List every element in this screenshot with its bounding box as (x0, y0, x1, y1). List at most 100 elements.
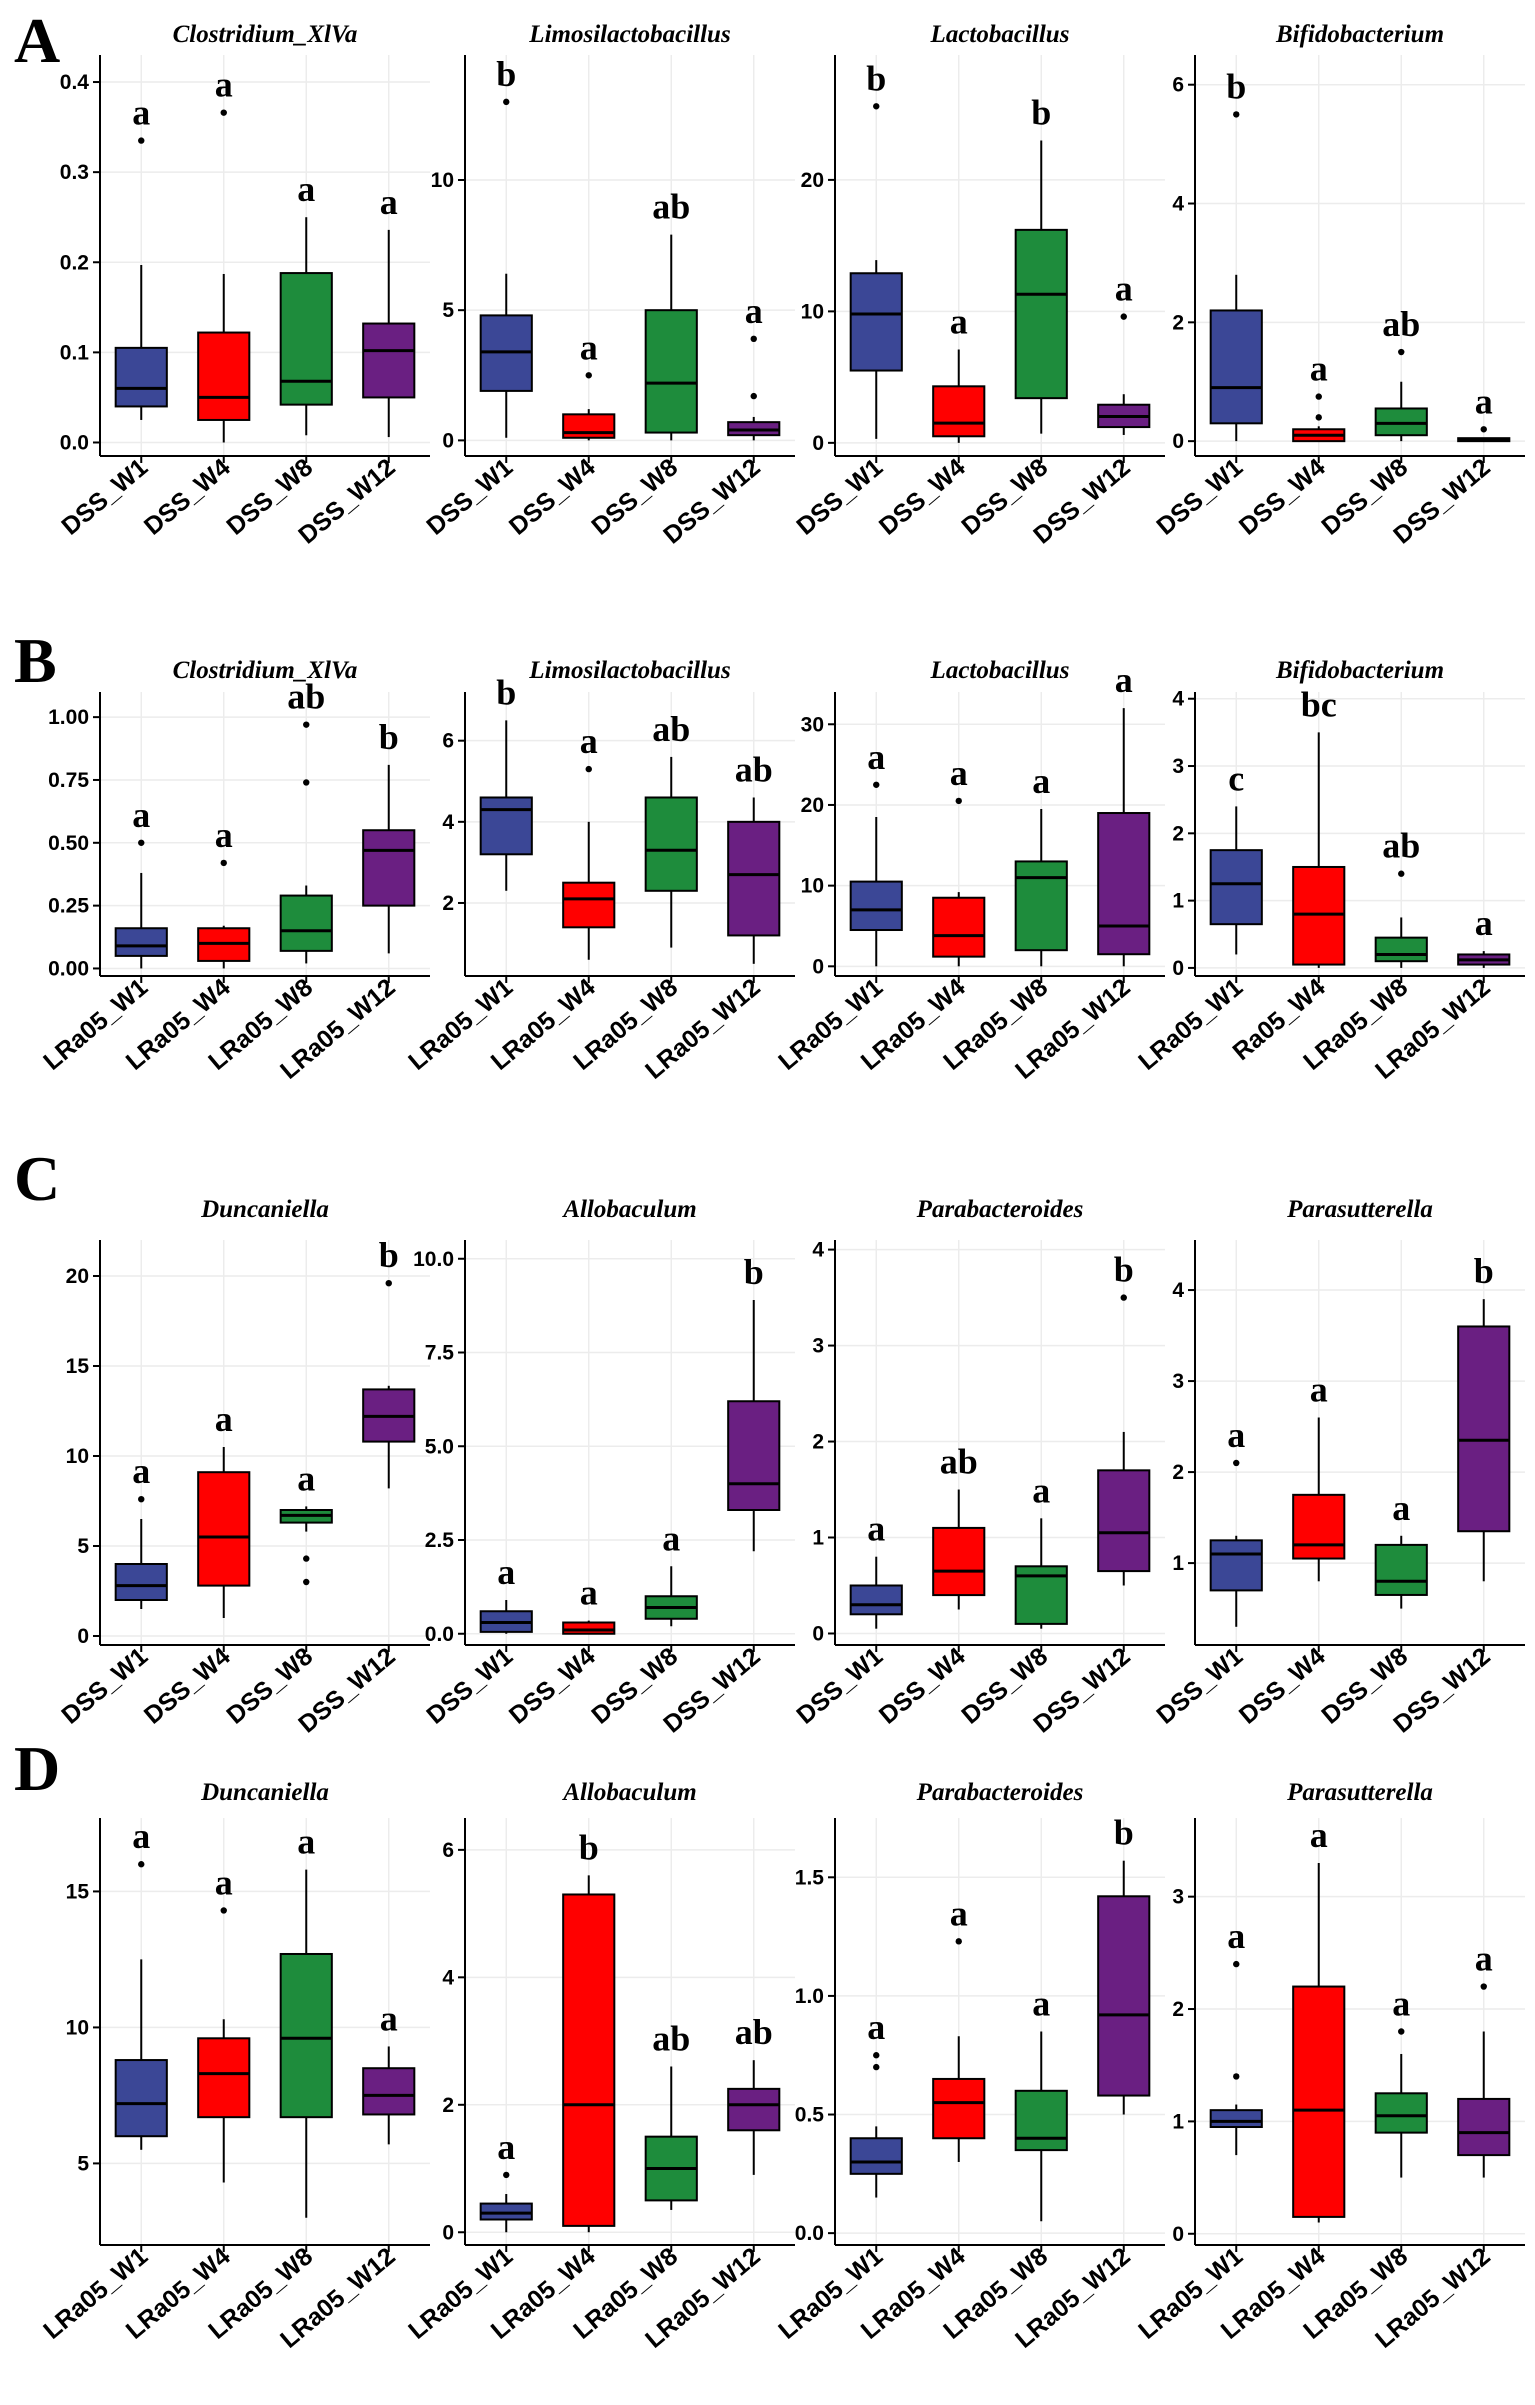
significance-label: b (744, 1252, 764, 1292)
box-body (1014, 228, 1068, 400)
outlier-point (955, 1938, 962, 1945)
box-lra05-w1: a (1209, 1916, 1263, 2156)
x-category-label: DSS_W4 (504, 1642, 601, 1730)
outlier-point (585, 372, 592, 379)
box-body (1457, 1325, 1511, 1533)
box-dss-w8: b (1014, 92, 1068, 434)
chart-title: Allobaculum (561, 1196, 696, 1223)
y-tick-label: 0 (77, 1625, 89, 1648)
y-tick-label: 1 (1172, 1552, 1184, 1575)
box-dss-w4: ab (932, 1442, 986, 1610)
significance-label: b (1114, 1250, 1134, 1290)
y-tick-label: 10 (66, 2016, 89, 2039)
outlier-point (220, 859, 227, 867)
significance-label: a (132, 93, 150, 133)
x-category-label: DSS_W4 (1234, 453, 1331, 541)
box-body (1374, 2092, 1428, 2134)
box-lra05-w1: b (479, 672, 533, 891)
significance-label: a (1475, 903, 1493, 943)
y-tick-label: 0 (812, 1622, 824, 1645)
x-category-label: DSS_W1 (421, 1642, 518, 1730)
box-body (362, 829, 416, 907)
y-tick-label: 2 (812, 1431, 824, 1454)
significance-label: a (132, 1451, 150, 1491)
box-body (1097, 1469, 1151, 1573)
box-dss-w8: ab (1374, 304, 1428, 442)
y-tick-label: 10 (801, 875, 824, 898)
y-tick-label: 6 (442, 730, 454, 753)
outlier-point (303, 779, 310, 786)
outlier-point (1233, 111, 1240, 118)
outlier-point (1120, 1294, 1127, 1301)
box-body (727, 820, 781, 937)
significance-label: ab (287, 677, 325, 717)
y-tick-label: 0.4 (60, 71, 90, 94)
box-body (1457, 2097, 1511, 2157)
outlier-point (1398, 348, 1405, 356)
box-dss-w12: b (1457, 1251, 1511, 1582)
significance-label: a (297, 169, 315, 209)
significance-label: a (1392, 1984, 1410, 2024)
outlier-point (873, 103, 880, 110)
y-tick-label: 7.5 (425, 1342, 455, 1365)
chart-title: Parasutterella (1286, 1779, 1433, 1806)
y-tick-label: 4 (1172, 193, 1184, 216)
x-category-label: DSS_W4 (139, 1642, 236, 1730)
box-dss-w8: ab (644, 187, 698, 441)
significance-label: a (1392, 1488, 1410, 1528)
box-lra05-w1: c (1209, 758, 1263, 955)
x-category-label: DSS_W1 (421, 453, 518, 541)
significance-label: c (1228, 758, 1244, 798)
significance-label: ab (940, 1442, 978, 1482)
box-lra05-w4: a (932, 1893, 986, 2162)
outlier-point (1398, 2028, 1405, 2035)
y-tick-label: 0 (442, 429, 454, 452)
box-body (1292, 1493, 1346, 1560)
box-lra05-w12: ab (727, 749, 781, 964)
x-category-label: LRa05_W1 (1133, 973, 1248, 1076)
box-dss-w1: a (114, 1451, 168, 1609)
box-dss-w4: a (932, 302, 986, 443)
significance-label: a (950, 753, 968, 793)
y-tick-label: 6 (442, 1839, 454, 1862)
box-lra05-w12: a (1457, 1939, 1511, 2178)
box-body (362, 322, 416, 399)
significance-label: a (580, 1573, 598, 1613)
x-category-label: DSS_W4 (504, 453, 601, 541)
outlier-point (503, 98, 510, 106)
y-tick-label: 0.2 (60, 251, 89, 274)
significance-label: a (662, 1518, 680, 1558)
x-category-label: DSS_W1 (1151, 1642, 1248, 1730)
box-dss-w4: a (562, 1573, 616, 1635)
box-body (1209, 309, 1263, 425)
significance-label: a (1032, 761, 1050, 801)
chart-c-3: 01234ParabacteroidesaDSS_W1abDSS_W4aDSS_… (791, 1196, 1165, 1739)
outlier-point (1315, 393, 1322, 400)
box-body (849, 2137, 903, 2175)
y-tick-label: 0 (812, 432, 824, 455)
box-body (932, 896, 986, 958)
box-body (1209, 2109, 1263, 2129)
significance-label: a (580, 721, 598, 761)
box-dss-w1: a (849, 1509, 903, 1629)
significance-label: a (867, 737, 885, 777)
outlier-point (1233, 1459, 1240, 1467)
box-lra05-w12: ab (727, 2012, 781, 2175)
box-body (1097, 1895, 1151, 2097)
significance-label: a (745, 291, 763, 331)
significance-label: a (380, 1998, 398, 2038)
significance-label: ab (652, 187, 690, 227)
y-tick-label: 3 (1172, 1886, 1184, 1909)
box-body (932, 385, 986, 438)
chart-title: Lactobacillus (930, 21, 1070, 48)
y-tick-label: 2 (1172, 1998, 1184, 2021)
x-category-label: DSS_W4 (874, 453, 971, 541)
y-tick-label: 4 (1172, 688, 1184, 711)
box-dss-w1: a (479, 1552, 533, 1634)
significance-label: a (1227, 1916, 1245, 1956)
significance-label: a (1115, 269, 1133, 309)
significance-label: ab (1382, 826, 1420, 866)
y-tick-label: 0.3 (60, 161, 89, 184)
panel-letter: D (14, 1733, 60, 1804)
